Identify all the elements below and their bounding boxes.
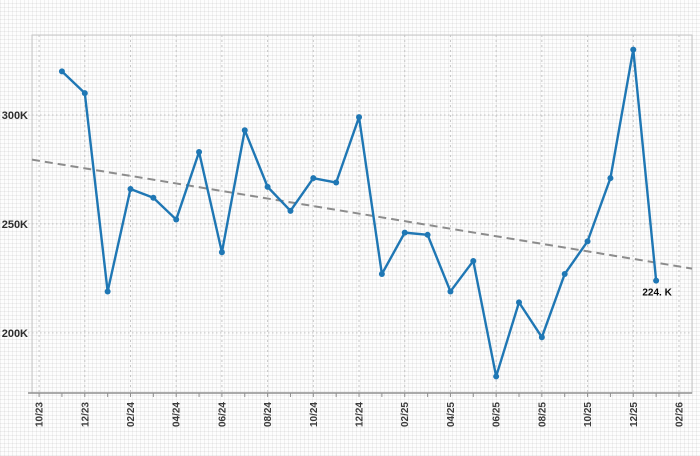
data-point-marker — [218, 249, 225, 256]
data-point-marker — [127, 186, 134, 193]
data-point-marker — [630, 46, 637, 53]
data-point-marker — [378, 271, 385, 278]
data-point-marker — [196, 149, 203, 156]
x-tick-marks — [38, 393, 680, 397]
x-tick-label: 04/24 — [172, 402, 183, 427]
y-tick-label: 300K — [2, 110, 28, 122]
x-tick-label: 06/24 — [217, 402, 228, 427]
plot-border-rect — [31, 34, 693, 394]
data-point-marker — [653, 277, 660, 284]
x-tick-label: 08/25 — [537, 402, 548, 427]
data-point-marker — [241, 127, 248, 134]
data-point-marker — [401, 229, 408, 236]
x-tick-label: 10/25 — [583, 402, 594, 427]
data-point-markers — [58, 46, 660, 380]
data-point-marker — [470, 257, 477, 264]
x-tick-label: 06/25 — [492, 402, 503, 427]
x-tick-label: 10/24 — [309, 402, 320, 427]
data-point-marker — [58, 68, 65, 75]
data-point-marker — [516, 299, 523, 306]
data-point-marker — [447, 288, 454, 295]
x-tick-label: 04/25 — [446, 402, 457, 427]
y-tick-labels: 200K 250K 300K — [2, 110, 28, 340]
data-point-marker — [607, 175, 614, 182]
data-point-marker — [150, 194, 157, 201]
data-point-marker — [333, 179, 340, 186]
data-point-marker — [561, 271, 568, 278]
y-tick-label: 250K — [2, 219, 28, 231]
y-gridlines — [8, 114, 692, 334]
data-point-marker — [424, 231, 431, 238]
point-annotation: 224. K — [642, 288, 672, 299]
data-point-marker — [493, 373, 500, 380]
data-point-marker — [287, 207, 294, 214]
x-tick-label: 12/24 — [355, 402, 366, 427]
plot-border — [31, 34, 693, 394]
x-tick-label: 02/26 — [674, 402, 685, 427]
x-tick-label: 12/25 — [629, 402, 640, 427]
trend-line — [31, 158, 693, 270]
data-point-marker — [538, 334, 545, 341]
x-tick-label: 02/25 — [400, 402, 411, 427]
x-tick-label: 02/24 — [126, 402, 137, 427]
x-tick-label: 10/23 — [35, 402, 46, 427]
data-point-marker — [104, 288, 111, 295]
trend-dashed-line — [31, 158, 693, 270]
x-tick-label: 12/23 — [80, 402, 91, 427]
data-point-marker — [264, 183, 271, 190]
x-tick-labels: 10/23 12/23 02/24 04/24 06/24 08/24 10/24 12/24… — [35, 402, 686, 427]
data-point-marker — [310, 175, 317, 182]
data-point-marker — [356, 114, 363, 121]
x-tick-label: 08/24 — [263, 402, 274, 427]
y-tick-label: 200K — [2, 328, 28, 340]
last-value-annotation: 224. K — [642, 288, 672, 299]
data-point-marker — [584, 238, 591, 245]
data-point-marker — [81, 90, 88, 97]
data-point-marker — [173, 216, 180, 223]
